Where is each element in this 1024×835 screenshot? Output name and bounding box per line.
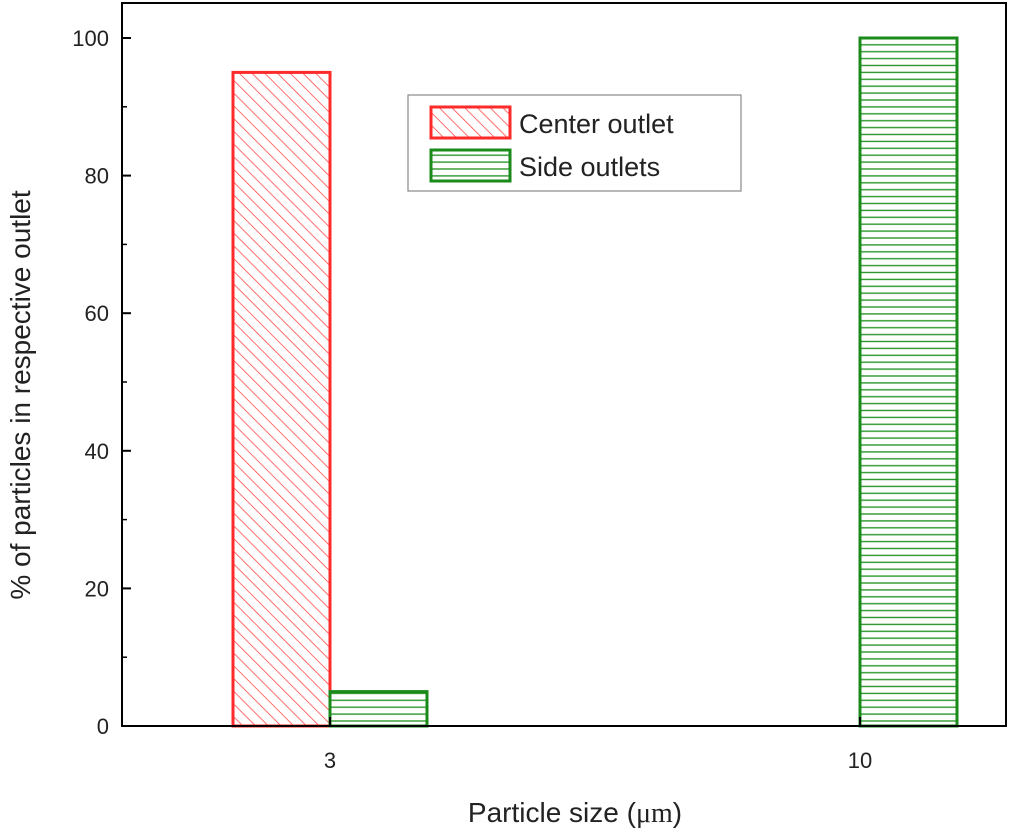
x-tick-label: 3 [324,748,336,773]
legend-label-center-outlet: Center outlet [519,109,674,139]
y-tick-label: 0 [97,714,109,739]
y-tick-label: 40 [85,439,109,464]
bars-group [231,36,959,728]
x-axis-title-unit: μm [636,798,673,829]
y-tick-label: 60 [85,301,109,326]
x-axis-title-prefix: Particle size ( [468,797,637,828]
x-axis-title-suffix: ) [673,797,682,828]
y-axis: 0 20 40 60 80 100 [72,26,131,739]
bar-side-outlets-3 [328,690,429,728]
bar-side-outlets-10 [858,36,959,728]
legend: Center outlet Side outlets [407,94,742,192]
legend-swatch-center-outlet [429,105,512,140]
y-tick-label: 100 [72,26,109,51]
x-axis: 3 10 [324,717,872,773]
plot-frame [121,2,1007,727]
y-axis-title: % of particles in respective outlet [5,190,36,600]
y-tick-label: 20 [85,576,109,601]
x-axis-title: Particle size (μm) [468,797,682,829]
bar-center-outlet-3 [231,70,332,728]
x-tick-label: 10 [848,748,872,773]
legend-swatch-side-outlets [429,148,512,183]
legend-label-side-outlets: Side outlets [519,152,660,182]
y-tick-label: 80 [85,164,109,189]
